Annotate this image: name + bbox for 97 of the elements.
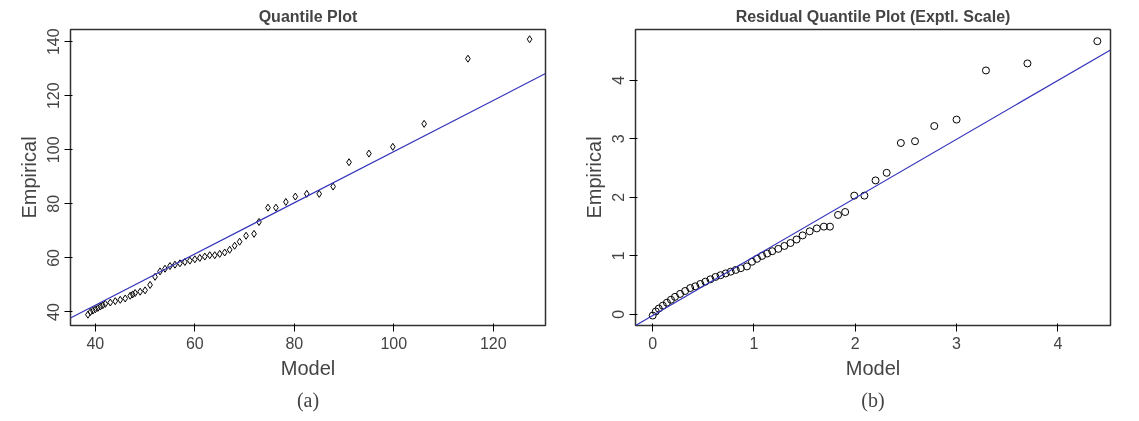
y-axis-title: Empirical [17,136,40,219]
y-tick-label: 3 [610,134,628,144]
point [671,292,679,301]
x-tick-label: 0 [648,334,658,352]
point [676,289,685,298]
x-tick-label: 80 [285,334,304,352]
point [196,253,203,262]
point [117,295,124,304]
point [882,168,891,177]
point [911,137,920,146]
y-axis-title: Empirical [582,136,605,219]
point [216,249,223,258]
point [1023,59,1032,68]
y-tick-label: 140 [45,28,63,56]
point [389,142,396,151]
point [812,224,821,233]
point [721,269,730,278]
point [780,241,789,250]
point [696,279,705,288]
point [952,115,961,124]
y-tick-label: 60 [45,248,63,267]
point [825,222,834,231]
y-tick-label: 1 [610,251,628,261]
point [666,295,675,304]
text: (b) [861,388,885,412]
y-tick-label: 2 [610,192,628,202]
point [726,267,735,276]
point [768,247,777,256]
point [834,210,843,219]
point [850,191,859,200]
point [107,298,114,307]
point [896,138,905,147]
point [658,301,667,310]
point [112,297,119,306]
y-tick-label: 0 [610,309,628,319]
point [292,192,299,201]
point [681,286,690,295]
point [716,271,725,280]
point [316,189,323,198]
x-tick-label: 4 [1053,334,1063,352]
point [201,252,208,261]
point [303,189,310,198]
point [706,275,715,284]
point [1093,37,1102,46]
point [651,307,660,316]
text: (a) [296,388,320,412]
point [654,304,663,313]
point [662,298,671,307]
point [226,245,233,254]
point [731,265,740,274]
point [930,122,939,131]
point [92,305,99,314]
point [819,222,828,231]
point [798,231,807,240]
y-tick-label: 4 [610,75,628,85]
x-tick-label: 60 [185,334,204,352]
point [691,282,700,291]
point [747,257,756,266]
point [711,272,720,281]
point [774,244,783,253]
point [758,251,767,260]
point [860,191,869,200]
x-tick-label: 100 [380,334,408,352]
y-tick-label: 120 [45,82,63,110]
point [841,208,850,217]
x-axis-title: Model [845,356,901,379]
point [211,251,218,260]
point [742,262,751,271]
point [736,264,745,273]
point [236,237,243,246]
chart-title: Residual Quantile Plot (Exptl. Scale) [735,7,1011,25]
point [792,235,801,244]
x-tick-label: 2 [850,334,860,352]
point [753,254,762,263]
point [805,227,814,236]
point [701,277,710,286]
point [786,239,795,248]
x-tick-label: 120 [479,334,507,352]
point [648,311,657,320]
point [981,66,990,75]
point [526,35,533,44]
point [231,241,238,250]
y-tick-label: 80 [45,194,63,213]
point [87,307,94,316]
point [221,248,228,257]
chart-title: Quantile Plot [258,7,359,25]
y-tick-label: 100 [45,136,63,164]
point [686,284,695,293]
x-tick-label: 40 [86,334,105,352]
point [871,176,880,185]
y-tick-label: 40 [45,302,63,321]
x-axis-title: Model [280,356,336,379]
x-tick-label: 1 [749,334,759,352]
point [206,251,213,260]
point [763,249,772,258]
point [122,294,129,303]
x-tick-label: 3 [952,334,962,352]
